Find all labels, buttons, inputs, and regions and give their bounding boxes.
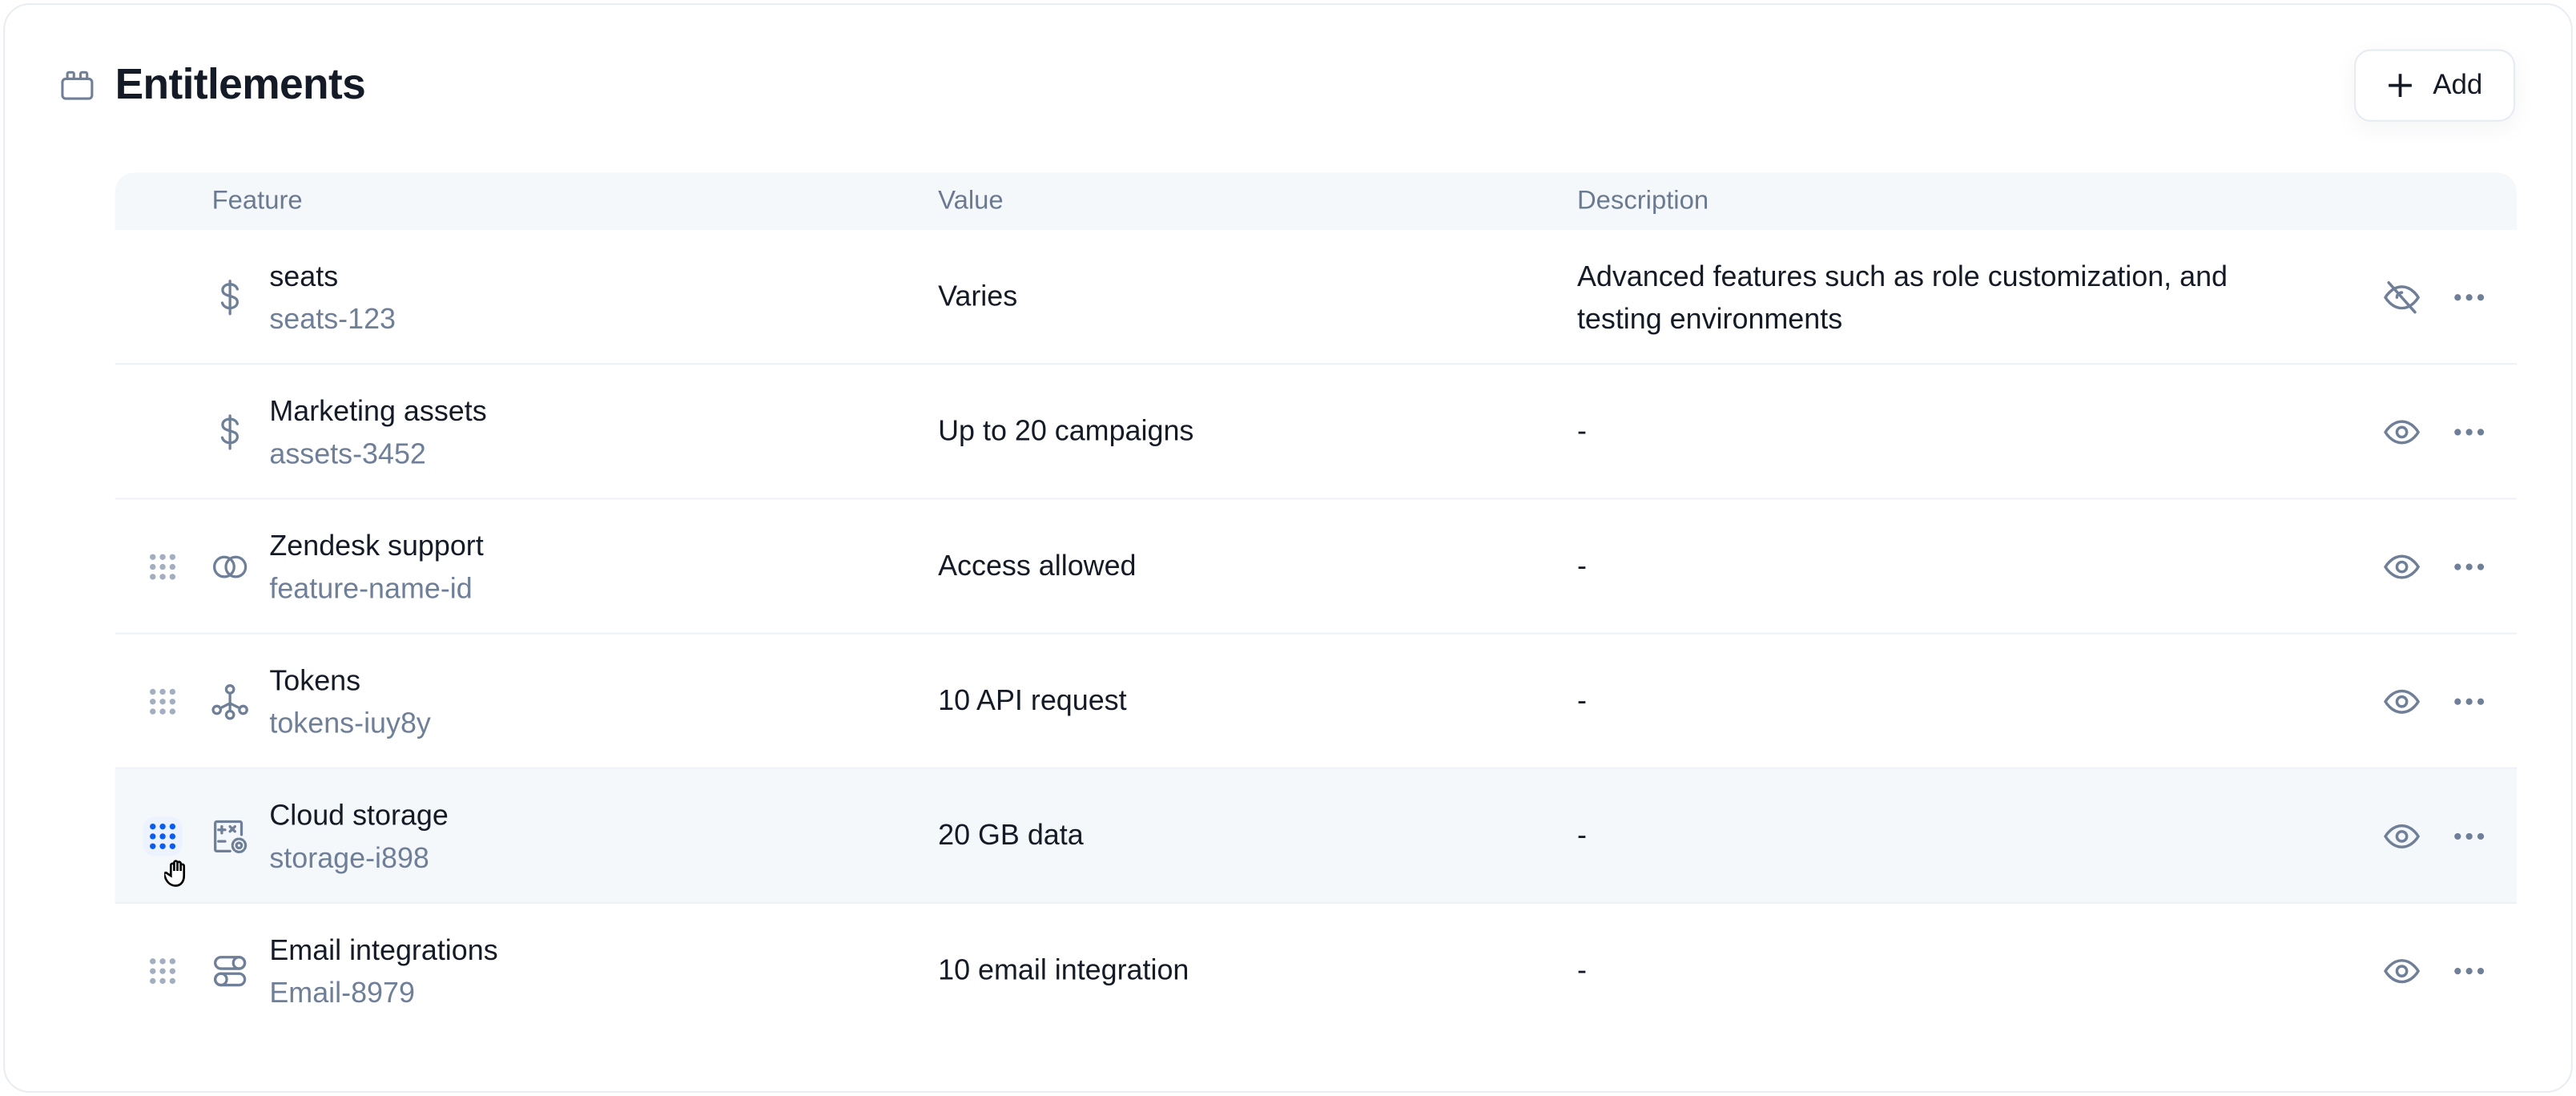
more-options-icon[interactable]	[2449, 413, 2489, 452]
column-header-value[interactable]: Value	[938, 187, 1004, 216]
grip-icon	[150, 554, 176, 580]
feature-description: -	[1576, 549, 1587, 582]
feature-id: Email-8979	[269, 976, 415, 1009]
feature-description: -	[1576, 683, 1587, 717]
eye-icon[interactable]	[2382, 952, 2421, 991]
eye-icon[interactable]	[2382, 413, 2421, 452]
eye-off-icon[interactable]	[2382, 278, 2421, 317]
table-row[interactable]: Tokens tokens-iuy8y 10 API request -	[115, 635, 2518, 769]
feature-description: -	[1576, 818, 1587, 852]
table-row[interactable]: Cloud storage storage-i898 20 GB data -	[115, 768, 2518, 905]
drag-handle[interactable]	[143, 682, 182, 721]
dollar-icon	[220, 280, 239, 316]
add-button-label: Add	[2433, 69, 2483, 101]
table-row[interactable]: Zendesk support feature-name-id Access all…	[115, 500, 2518, 635]
entitlements-table: Feature Value Description seats seats-123…	[115, 172, 2518, 1037]
feature-value: 10 API request	[938, 683, 1127, 717]
feature-value: 10 email integration	[938, 953, 1189, 986]
table-body: seats seats-123 Varies Advanced features su…	[115, 230, 2518, 1037]
table-row[interactable]: Email integrations Email-8979 10 email int…	[115, 904, 2518, 1037]
feature-value: Access allowed	[938, 549, 1137, 582]
table-row[interactable]: seats seats-123 Varies Advanced features su…	[115, 230, 2518, 365]
feature-name: Email integrations	[269, 933, 498, 966]
feature-value: Up to 20 campaigns	[938, 413, 1194, 447]
grip-icon	[150, 823, 176, 849]
feature-name: Zendesk support	[269, 529, 484, 562]
feature-name: Tokens	[269, 663, 361, 697]
eye-icon[interactable]	[2382, 816, 2421, 856]
table-row[interactable]: Marketing assets assets-3452 Up to 20 camp…	[115, 365, 2518, 500]
eye-icon[interactable]	[2382, 682, 2421, 721]
drag-handle[interactable]	[143, 952, 182, 991]
add-button[interactable]: Add	[2354, 49, 2516, 122]
eye-icon[interactable]	[2382, 547, 2421, 586]
feature-id: storage-i898	[269, 841, 429, 875]
feature-description: -	[1576, 953, 1587, 986]
circles-icon	[213, 555, 248, 578]
calendar-blocks-icon	[61, 71, 94, 100]
calculator-gear-icon	[214, 820, 248, 854]
feature-name: seats	[269, 260, 339, 293]
grip-icon	[150, 688, 176, 715]
drag-handle[interactable]	[143, 816, 183, 856]
page-title: Entitlements	[115, 58, 366, 109]
more-options-icon[interactable]	[2449, 682, 2489, 721]
column-header-feature[interactable]: Feature	[211, 187, 303, 216]
feature-id: tokens-iuy8y	[269, 706, 431, 739]
feature-description: -	[1576, 413, 1587, 447]
feature-value: 20 GB data	[938, 818, 1084, 852]
feature-name: Marketing assets	[269, 394, 487, 428]
feature-id: assets-3452	[269, 437, 426, 470]
feature-name: Cloud storage	[269, 798, 449, 832]
feature-description: Advanced features such as role customiza…	[1576, 260, 2228, 336]
drag-handle[interactable]	[143, 547, 182, 586]
feature-id: seats-123	[269, 302, 396, 336]
hand-cursor-icon	[164, 860, 186, 887]
more-options-icon[interactable]	[2449, 952, 2489, 991]
feature-id: feature-name-id	[269, 571, 473, 605]
table-header: Feature Value Description	[115, 172, 2518, 231]
more-options-icon[interactable]	[2449, 547, 2489, 586]
feature-value: Varies	[938, 279, 1018, 312]
toggles-icon	[214, 956, 247, 987]
network-icon	[211, 684, 248, 720]
more-options-icon[interactable]	[2449, 816, 2489, 856]
column-header-description[interactable]: Description	[1576, 187, 1709, 216]
dollar-icon	[220, 414, 239, 450]
plus-icon	[2388, 74, 2412, 98]
more-options-icon[interactable]	[2449, 278, 2489, 317]
grip-icon	[150, 958, 176, 985]
